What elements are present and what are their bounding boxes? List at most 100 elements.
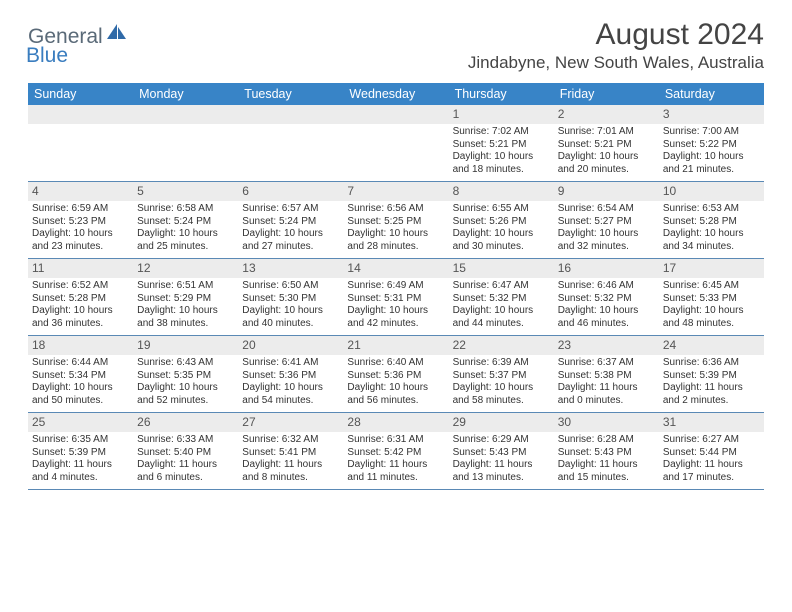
- daylight-text: Daylight: 10 hours and 48 minutes.: [663, 305, 760, 330]
- weekday-header: Thursday: [449, 83, 554, 105]
- calendar-day-cell: 17Sunrise: 6:45 AMSunset: 5:33 PMDayligh…: [659, 259, 764, 336]
- sunset-text: Sunset: 5:36 PM: [347, 370, 444, 383]
- day-number: 9: [554, 182, 659, 201]
- calendar-day-cell: 20Sunrise: 6:41 AMSunset: 5:36 PMDayligh…: [238, 336, 343, 413]
- daylight-text: Daylight: 11 hours and 17 minutes.: [663, 459, 760, 484]
- day-number: 13: [238, 259, 343, 278]
- daylight-text: Daylight: 10 hours and 25 minutes.: [137, 228, 234, 253]
- calendar-week-row: 11Sunrise: 6:52 AMSunset: 5:28 PMDayligh…: [28, 259, 764, 336]
- daylight-text: Daylight: 10 hours and 54 minutes.: [242, 382, 339, 407]
- day-number: 21: [343, 336, 448, 355]
- sunrise-text: Sunrise: 6:29 AM: [453, 434, 550, 447]
- day-number: 8: [449, 182, 554, 201]
- calendar-day-cell: 8Sunrise: 6:55 AMSunset: 5:26 PMDaylight…: [449, 182, 554, 259]
- sunrise-text: Sunrise: 6:32 AM: [242, 434, 339, 447]
- sunset-text: Sunset: 5:27 PM: [558, 216, 655, 229]
- weekday-header: Monday: [133, 83, 238, 105]
- calendar-day-cell: 21 Sunrise: 6:40 AMSunset: 5:36 PMDayligh…: [343, 336, 448, 413]
- sunrise-text: Sunrise: 6:47 AM: [453, 280, 550, 293]
- logo-blue-wrap: Blue: [28, 44, 68, 68]
- calendar-day-cell: 13Sunrise: 6:50 AMSunset: 5:30 PMDayligh…: [238, 259, 343, 336]
- day-number: 11: [28, 259, 133, 278]
- day-number: 1: [449, 105, 554, 124]
- sunset-text: Sunset: 5:32 PM: [453, 293, 550, 306]
- daylight-text: Daylight: 11 hours and 0 minutes.: [558, 382, 655, 407]
- sunset-text: Sunset: 5:39 PM: [663, 370, 760, 383]
- calendar-header-row: Sunday Monday Tuesday Wednesday Thursday…: [28, 83, 764, 105]
- sunset-text: Sunset: 5:38 PM: [558, 370, 655, 383]
- calendar-day-cell: 26Sunrise: 6:33 AMSunset: 5:40 PMDayligh…: [133, 413, 238, 490]
- sunset-text: Sunset: 5:33 PM: [663, 293, 760, 306]
- calendar-day-cell: 6Sunrise: 6:57 AMSunset: 5:24 PMDaylight…: [238, 182, 343, 259]
- sunrise-text: Sunrise: 6:33 AM: [137, 434, 234, 447]
- sunset-text: Sunset: 5:39 PM: [32, 447, 129, 460]
- daylight-text: Daylight: 10 hours and 44 minutes.: [453, 305, 550, 330]
- sunset-text: Sunset: 5:43 PM: [558, 447, 655, 460]
- daylight-text: Daylight: 11 hours and 8 minutes.: [242, 459, 339, 484]
- calendar-day-cell: [238, 105, 343, 182]
- calendar-day-cell: 5Sunrise: 6:58 AMSunset: 5:24 PMDaylight…: [133, 182, 238, 259]
- sunrise-text: Sunrise: 6:41 AM: [242, 357, 339, 370]
- sunset-text: Sunset: 5:24 PM: [242, 216, 339, 229]
- sunset-text: Sunset: 5:44 PM: [663, 447, 760, 460]
- calendar-day-cell: 22Sunrise: 6:39 AMSunset: 5:37 PMDayligh…: [449, 336, 554, 413]
- sunrise-text: Sunrise: 7:02 AM: [453, 126, 550, 139]
- day-number: 17: [659, 259, 764, 278]
- sunset-text: Sunset: 5:22 PM: [663, 139, 760, 152]
- calendar-body: 1 Sunrise: 7:02 AMSunset: 5:21 PM Daylight…: [28, 105, 764, 490]
- sunrise-text: Sunrise: 6:50 AM: [242, 280, 339, 293]
- sunrise-text: Sunrise: 6:40 AM: [347, 357, 444, 370]
- sunrise-text: Sunrise: 6:35 AM: [32, 434, 129, 447]
- sunrise-text: Sunrise: 6:56 AM: [347, 203, 444, 216]
- calendar-day-cell: 4Sunrise: 6:59 AMSunset: 5:23 PMDaylight…: [28, 182, 133, 259]
- day-number: [133, 105, 238, 124]
- location-subtitle: Jindabyne, New South Wales, Australia: [468, 53, 764, 73]
- sunrise-text: Sunrise: 6:49 AM: [347, 280, 444, 293]
- calendar-day-cell: 9Sunrise: 6:54 AMSunset: 5:27 PMDaylight…: [554, 182, 659, 259]
- day-number: 3: [659, 105, 764, 124]
- daylight-text: Daylight: 10 hours and 58 minutes.: [453, 382, 550, 407]
- daylight-text: Daylight: 10 hours and 56 minutes.: [347, 382, 444, 407]
- day-number: 18: [28, 336, 133, 355]
- daylight-text: Daylight: 10 hours and 36 minutes.: [32, 305, 129, 330]
- calendar-day-cell: 24Sunrise: 6:36 AMSunset: 5:39 PMDayligh…: [659, 336, 764, 413]
- calendar-week-row: 18Sunrise: 6:44 AMSunset: 5:34 PMDayligh…: [28, 336, 764, 413]
- calendar-day-cell: 12Sunrise: 6:51 AMSunset: 5:29 PMDayligh…: [133, 259, 238, 336]
- day-number: 25: [28, 413, 133, 432]
- calendar-day-cell: 30Sunrise: 6:28 AMSunset: 5:43 PMDayligh…: [554, 413, 659, 490]
- daylight-text: Daylight: 10 hours and 46 minutes.: [558, 305, 655, 330]
- daylight-text: Daylight: 11 hours and 15 minutes.: [558, 459, 655, 484]
- weekday-header: Wednesday: [343, 83, 448, 105]
- sunrise-text: Sunrise: 6:57 AM: [242, 203, 339, 216]
- day-number: 20: [238, 336, 343, 355]
- sunset-text: Sunset: 5:29 PM: [137, 293, 234, 306]
- sunrise-text: Sunrise: 6:51 AM: [137, 280, 234, 293]
- calendar-day-cell: 14Sunrise: 6:49 AMSunset: 5:31 PMDayligh…: [343, 259, 448, 336]
- calendar-day-cell: 16Sunrise: 6:46 AMSunset: 5:32 PMDayligh…: [554, 259, 659, 336]
- sunset-text: Sunset: 5:23 PM: [32, 216, 129, 229]
- calendar-day-cell: 2Sunrise: 7:01 AMSunset: 5:21 PMDaylight…: [554, 105, 659, 182]
- day-number: 19: [133, 336, 238, 355]
- daylight-text: Daylight: 10 hours and 20 minutes.: [558, 151, 655, 176]
- day-number: 10: [659, 182, 764, 201]
- sunset-text: Sunset: 5:28 PM: [32, 293, 129, 306]
- daylight-text: Daylight: 10 hours and 34 minutes.: [663, 228, 760, 253]
- day-number: 5: [133, 182, 238, 201]
- sunrise-text: Sunrise: 6:43 AM: [137, 357, 234, 370]
- daylight-text: Daylight: 10 hours and 28 minutes.: [347, 228, 444, 253]
- daylight-text: Daylight: 11 hours and 2 minutes.: [663, 382, 760, 407]
- title-block: August 2024 Jindabyne, New South Wales, …: [468, 18, 764, 73]
- weekday-header: Saturday: [659, 83, 764, 105]
- calendar-week-row: 4Sunrise: 6:59 AMSunset: 5:23 PMDaylight…: [28, 182, 764, 259]
- calendar-day-cell: 7Sunrise: 6:56 AMSunset: 5:25 PMDaylight…: [343, 182, 448, 259]
- calendar-day-cell: 10Sunrise: 6:53 AMSunset: 5:28 PMDayligh…: [659, 182, 764, 259]
- sunset-text: Sunset: 5:21 PM: [453, 139, 550, 152]
- sunset-text: Sunset: 5:41 PM: [242, 447, 339, 460]
- day-number: 24: [659, 336, 764, 355]
- sunrise-text: Sunrise: 6:31 AM: [347, 434, 444, 447]
- calendar-week-row: 25 Sunrise: 6:35 AMSunset: 5:39 PM Dayligh…: [28, 413, 764, 490]
- day-number: 14: [343, 259, 448, 278]
- daylight-text: Daylight: 10 hours and 23 minutes.: [32, 228, 129, 253]
- day-number: 12: [133, 259, 238, 278]
- sunset-text: Sunset: 5:40 PM: [137, 447, 234, 460]
